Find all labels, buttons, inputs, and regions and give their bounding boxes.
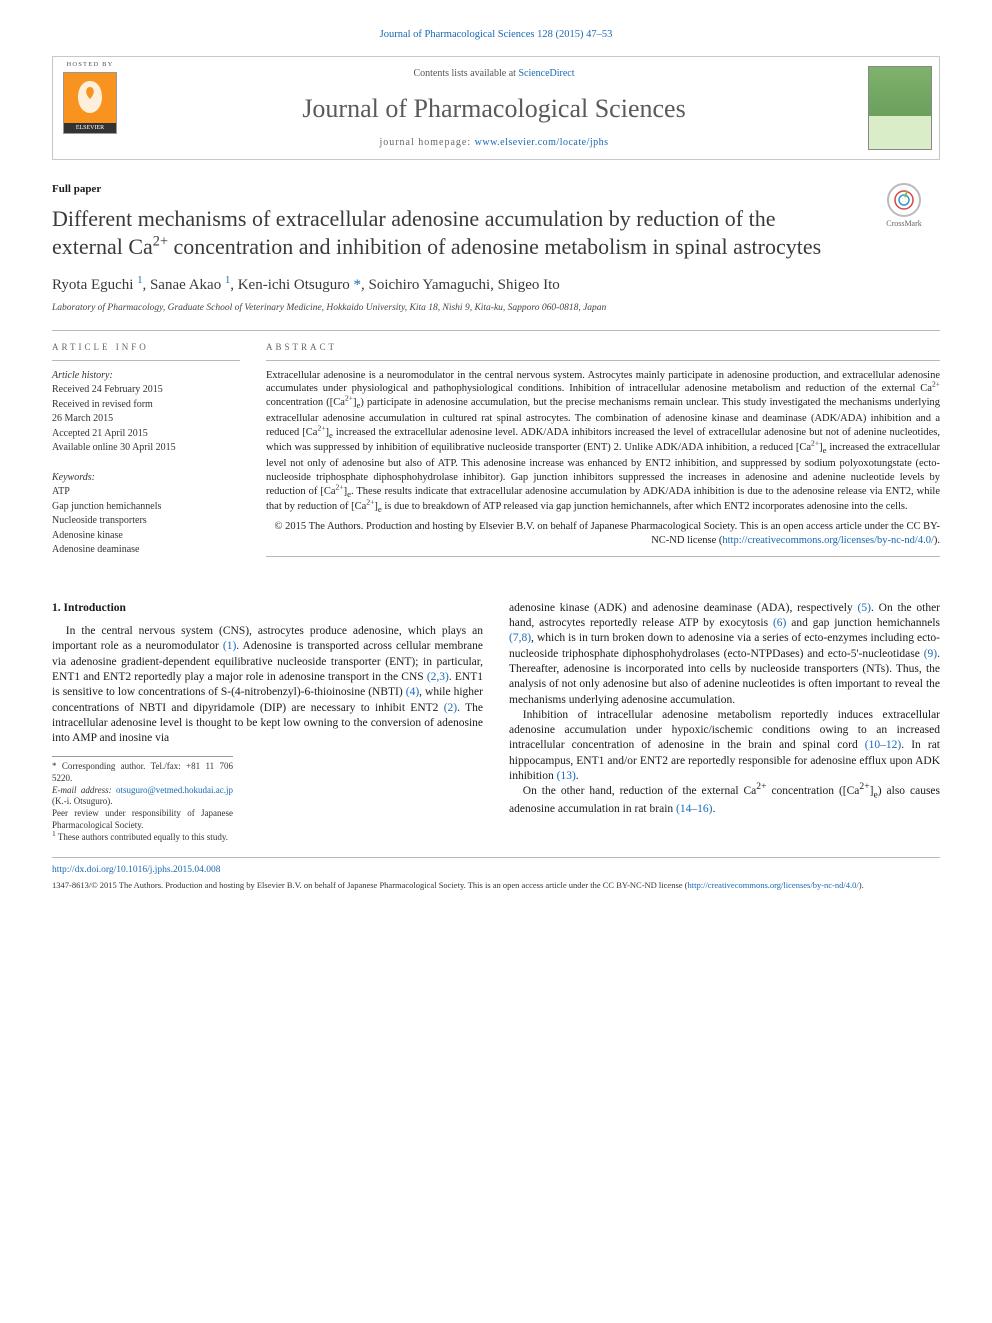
abstract-copyright: © 2015 The Authors. Production and hosti… [266,520,940,548]
history-line: Available online 30 April 2015 [52,441,240,455]
equal-contrib-footnote: 1 These authors contributed equally to t… [52,832,233,844]
intro-para-1: In the central nervous system (CNS), ast… [52,624,483,746]
peer-review-footnote: Peer review under responsibility of Japa… [52,808,233,831]
corresponding-footnote: * Corresponding author. Tel./fax: +81 11… [52,761,233,784]
info-abstract-row: ARTICLE INFO Article history: Received 2… [52,341,940,566]
journal-name: Journal of Pharmacological Sciences [135,91,853,126]
elsevier-wordmark: ELSEVIER [64,123,116,133]
equal-text: These authors contributed equally to thi… [58,832,228,842]
history-line: Accepted 21 April 2015 [52,427,240,441]
cover-thumb-box [861,57,939,159]
keyword: Adenosine kinase [52,529,240,543]
crossmark-badge[interactable]: CrossMark [868,183,940,230]
intro-para-3: Inhibition of intracellular adenosine me… [509,708,940,784]
history-line: Received 24 February 2015 [52,383,240,397]
footnotes-block: * Corresponding author. Tel./fax: +81 11… [52,756,233,843]
contents-lists-line: Contents lists available at ScienceDirec… [135,67,853,81]
email-footnote: E-mail address: otsuguro@vetmed.hokudai.… [52,785,233,808]
hosted-by-label: HOSTED BY [66,61,113,70]
affiliation: Laboratory of Pharmacology, Graduate Sch… [52,302,940,315]
email-label: E-mail address: [52,785,116,795]
author-list: Ryota Eguchi 1, Sanae Akao 1, Ken-ichi O… [52,275,940,295]
keyword: Gap junction hemichannels [52,500,240,514]
email-link[interactable]: otsuguro@vetmed.hokudai.ac.jp [116,785,233,795]
divider [52,330,940,331]
history-label: Article history: [52,369,240,383]
crossmark-label: CrossMark [868,219,940,230]
intro-para-2: adenosine kinase (ADK) and adenosine dea… [509,601,940,708]
email-suffix: (K.-i. Otsuguro). [52,796,113,806]
masthead-center: Contents lists available at ScienceDirec… [127,57,861,159]
footer-divider [52,857,940,858]
article-type: Full paper [52,182,940,197]
equal-marker: 1 [52,829,56,838]
crossmark-icon [887,183,921,217]
keyword: ATP [52,485,240,499]
article-info-block: ARTICLE INFO Article history: Received 2… [52,341,240,566]
abstract-head: ABSTRACT [266,341,940,360]
divider [266,556,940,557]
doi-link[interactable]: http://dx.doi.org/10.1016/j.jphs.2015.04… [52,864,940,877]
article-info-head: ARTICLE INFO [52,341,240,360]
body-two-column: 1. Introduction In the central nervous s… [52,601,940,843]
citation-header: Journal of Pharmacological Sciences 128 … [52,28,940,42]
abstract-block: ABSTRACT Extracellular adenosine is a ne… [266,341,940,566]
keyword: Nucleoside transporters [52,514,240,528]
homepage-prefix: journal homepage: [379,137,474,148]
journal-homepage-line: journal homepage: www.elsevier.com/locat… [135,136,853,150]
history-lines: Received 24 February 2015Received in rev… [52,383,240,455]
history-line: 26 March 2015 [52,412,240,426]
intro-para-4: On the other hand, reduction of the exte… [509,784,940,817]
keywords-label: Keywords: [52,471,240,485]
contents-prefix: Contents lists available at [413,68,518,79]
keyword-list: ATPGap junction hemichannelsNucleoside t… [52,485,240,557]
publisher-block: HOSTED BY ELSEVIER [53,57,127,159]
journal-cover-icon[interactable] [868,66,932,150]
keyword: Adenosine deaminase [52,543,240,557]
section-1-heading: 1. Introduction [52,601,483,616]
homepage-link[interactable]: www.elsevier.com/locate/jphs [475,137,609,148]
sciencedirect-link[interactable]: ScienceDirect [518,68,574,79]
license-footer: 1347-8613/© 2015 The Authors. Production… [52,880,940,891]
elsevier-logo-icon[interactable]: ELSEVIER [63,72,117,134]
keywords-block: Keywords: ATPGap junction hemichannelsNu… [52,471,240,557]
abstract-text: Extracellular adenosine is a neuromodula… [266,369,940,517]
article-title: Different mechanisms of extracellular ad… [52,205,940,261]
journal-masthead: HOSTED BY ELSEVIER Contents lists availa… [52,56,940,160]
history-line: Received in revised form [52,398,240,412]
